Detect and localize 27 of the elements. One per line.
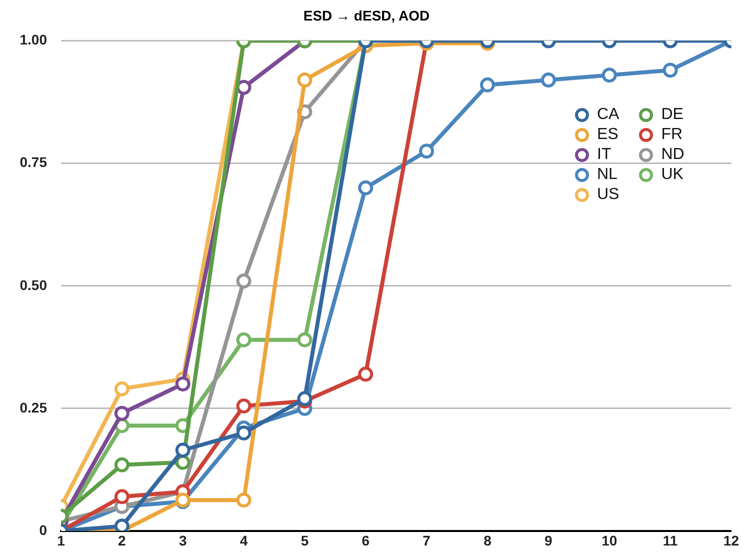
x-tick-label: 2 bbox=[118, 532, 126, 548]
legend-label: ES bbox=[597, 126, 618, 144]
x-tick-label: 12 bbox=[723, 532, 740, 548]
legend-label: UK bbox=[661, 166, 684, 184]
x-tick-label: 4 bbox=[240, 532, 248, 548]
x-tick-label: 7 bbox=[422, 532, 431, 548]
legend-label: IT bbox=[597, 146, 612, 164]
legend-label: FR bbox=[661, 126, 683, 144]
y-tick-label: 0.75 bbox=[20, 154, 48, 170]
legend-label: ND bbox=[661, 146, 684, 164]
chart-title: ESD → dESD, AOD bbox=[303, 7, 430, 24]
legend-label: US bbox=[597, 186, 620, 204]
x-tick-label: 10 bbox=[602, 532, 618, 548]
y-tick-label: 0 bbox=[39, 522, 48, 538]
y-tick-label: 1.00 bbox=[20, 32, 48, 48]
x-tick-label: 3 bbox=[178, 532, 187, 548]
y-tick-label: 0.25 bbox=[20, 399, 48, 416]
legend-label: CA bbox=[597, 106, 620, 124]
x-tick-label: 8 bbox=[484, 532, 492, 548]
y-tick-label: 0.50 bbox=[20, 276, 48, 293]
x-tick-label: 9 bbox=[544, 532, 553, 548]
x-tick-label: 6 bbox=[362, 532, 370, 548]
x-tick-label: 1 bbox=[57, 532, 66, 548]
legend-label: NL bbox=[597, 166, 618, 184]
x-tick-label: 5 bbox=[300, 532, 309, 548]
x-tick-label: 11 bbox=[662, 532, 678, 548]
legend-label: DE bbox=[661, 106, 684, 124]
